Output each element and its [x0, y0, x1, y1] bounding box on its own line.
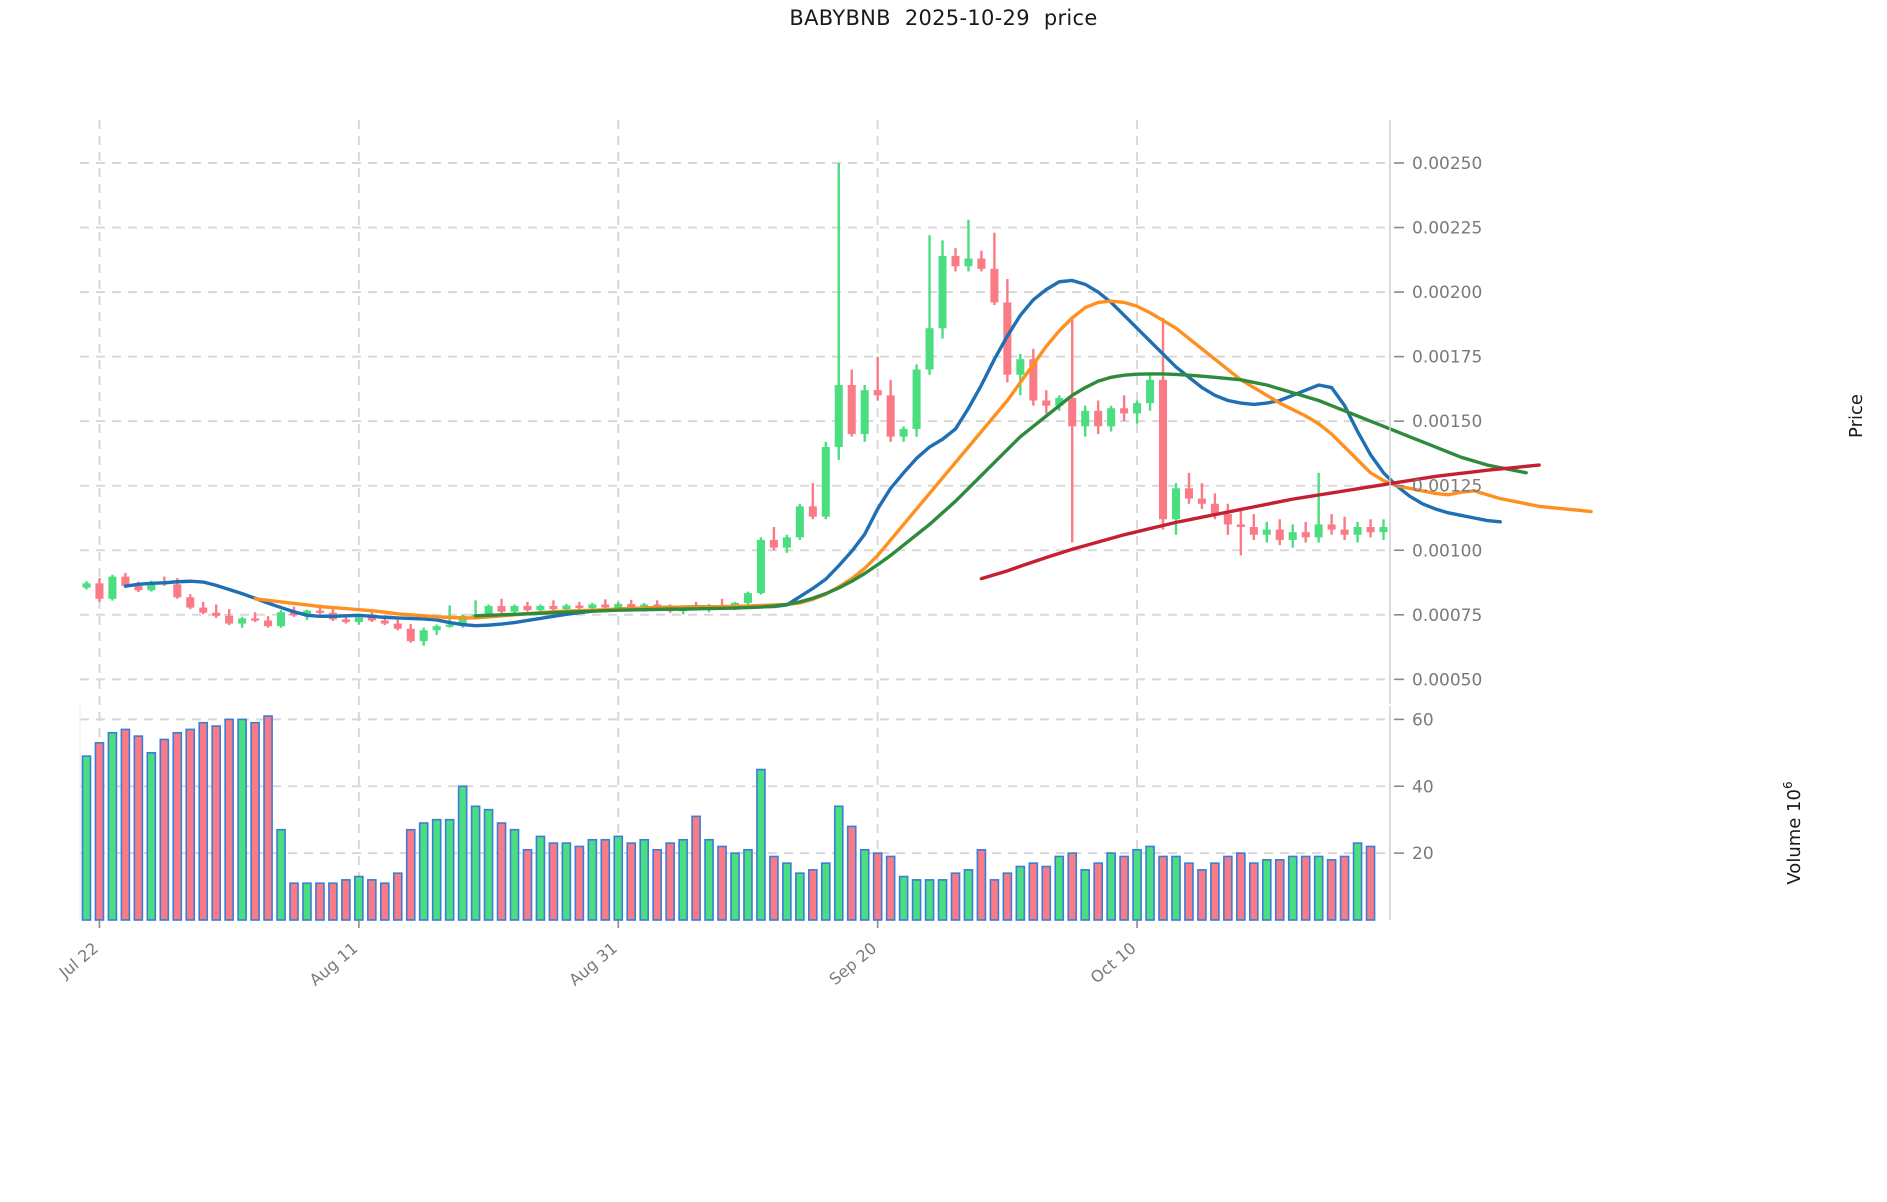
price-tick-label: 0.00125 — [1412, 477, 1482, 497]
price-tick-label: 0.00100 — [1412, 541, 1482, 561]
volume-axis-label: Volume 106 — [1781, 781, 1805, 884]
price-axis-label: Price — [1846, 394, 1867, 438]
volume-axis-ticks: 60 40 20 — [1394, 710, 1434, 864]
x-tick-label: Aug 11 — [306, 939, 362, 990]
volume-bars — [81, 715, 1376, 921]
volume-tick-label: 40 — [1412, 777, 1434, 797]
candlestick-series — [82, 162, 1388, 646]
price-tick-label: 0.00200 — [1412, 283, 1482, 303]
volume-gridlines — [80, 718, 1390, 855]
volume-tick-label: 20 — [1412, 844, 1434, 864]
moving-average-lines — [123, 278, 1593, 628]
axis-spines — [79, 120, 1391, 920]
axis-labels: Price Volume 106 — [1781, 394, 1867, 885]
price-axis-ticks: 0.00250 0.00225 0.00200 0.00175 0.00150 0.001… — [1394, 154, 1482, 690]
price-tick-label: 0.00250 — [1412, 154, 1482, 174]
price-tick-label: 0.00050 — [1412, 670, 1482, 690]
price-gridlines — [80, 161, 1390, 681]
page-title: BABYBNB 2025-10-29 price — [789, 6, 1098, 30]
x-tick-label: Jul 22 — [55, 939, 102, 983]
price-tick-label: 0.00075 — [1412, 606, 1482, 626]
x-gridlines — [98, 120, 1139, 920]
x-axis-ticks: Jul 22 Aug 11 Aug 31 Sep 20 Oct 10 — [55, 920, 1140, 990]
price-tick-label: 0.00150 — [1412, 412, 1482, 432]
x-tick-label: Aug 31 — [565, 939, 621, 990]
x-tick-label: Sep 20 — [825, 939, 880, 989]
x-tick-label: Oct 10 — [1087, 939, 1140, 988]
price-tick-label: 0.00225 — [1412, 219, 1482, 239]
volume-tick-label: 60 — [1412, 710, 1434, 730]
price-tick-label: 0.00175 — [1412, 348, 1482, 368]
